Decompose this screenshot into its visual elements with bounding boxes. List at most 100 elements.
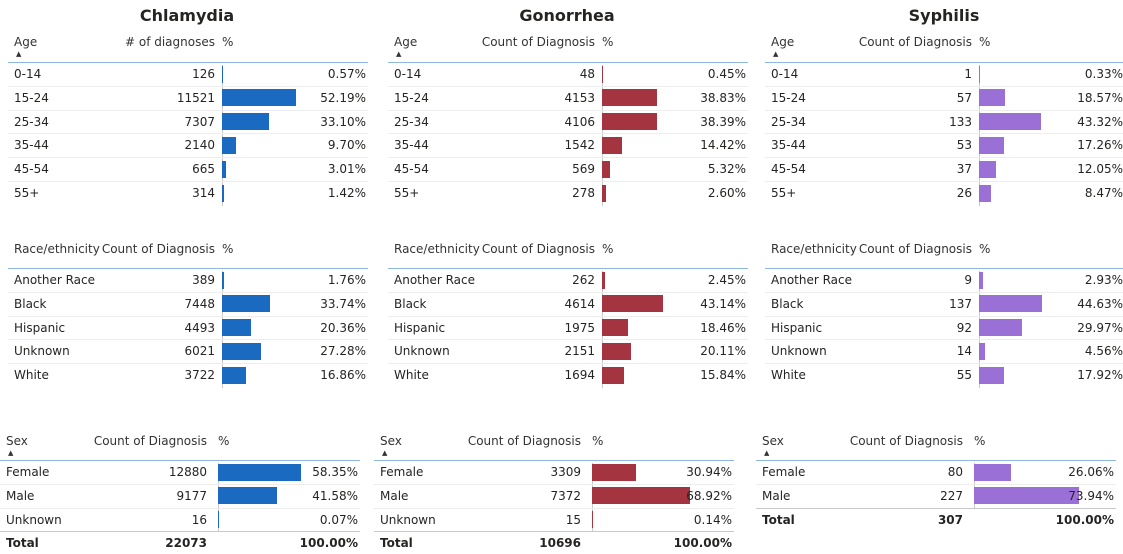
row-separator xyxy=(765,157,1123,159)
pct-cell: 0.07% xyxy=(319,512,358,527)
count-cell: 1 xyxy=(964,67,972,81)
data-bar xyxy=(602,271,606,289)
pct-cell: 73.94% xyxy=(1068,488,1114,503)
row-separator xyxy=(388,315,748,317)
data-bar xyxy=(218,487,278,505)
row-label: 45-54 xyxy=(771,162,806,177)
count-cell: 1975 xyxy=(564,320,595,335)
count-cell: 569 xyxy=(572,162,595,177)
count-cell: 80 xyxy=(947,465,963,479)
row-label: 0-14 xyxy=(14,67,42,81)
row-label: Male xyxy=(762,488,791,503)
pct-cell: 3.01% xyxy=(327,162,366,177)
pct-cell: 58.35% xyxy=(312,465,358,479)
disease-title: Gonorrhea xyxy=(519,6,615,25)
row-label: Unknown xyxy=(380,512,436,527)
total-count: 22073 xyxy=(165,536,207,551)
pct-cell: 38.83% xyxy=(700,90,746,105)
pct-cell: 43.14% xyxy=(700,296,746,311)
row-separator xyxy=(388,181,748,182)
count-cell: 1694 xyxy=(564,368,595,383)
row-separator xyxy=(388,157,748,159)
total-pct: 100.00% xyxy=(299,536,358,551)
row-label: 45-54 xyxy=(14,162,49,177)
column-header: Count of Diagnosis xyxy=(858,35,972,49)
pct-cell: 18.46% xyxy=(700,320,746,335)
pct-cell: 27.28% xyxy=(320,344,366,359)
data-bar xyxy=(592,487,690,505)
pct-cell: 0.33% xyxy=(1084,67,1123,81)
row-label: Black xyxy=(771,296,804,311)
column-header: % xyxy=(602,35,614,49)
column-header: Sex xyxy=(762,434,784,448)
data-bar xyxy=(979,89,1006,107)
count-cell: 57 xyxy=(956,90,972,105)
row-label: Male xyxy=(380,488,409,503)
row-separator xyxy=(765,315,1123,317)
row-label: Hispanic xyxy=(771,320,823,335)
header-underline xyxy=(8,62,368,63)
data-bar xyxy=(979,271,984,289)
pct-cell: 26.06% xyxy=(1068,465,1114,479)
header-underline xyxy=(8,268,368,269)
column-header: Count of Diagnosis xyxy=(849,434,963,448)
column-header: Count of Diagnosis xyxy=(467,434,581,448)
pct-cell: 17.92% xyxy=(1077,368,1123,383)
total-label: Total xyxy=(380,536,413,551)
pct-cell: 17.26% xyxy=(1077,138,1123,153)
pct-cell: 16.86% xyxy=(320,368,366,383)
header-underline xyxy=(374,460,734,461)
pct-cell: 12.05% xyxy=(1077,162,1123,177)
row-label: 15-24 xyxy=(14,90,49,105)
sort-arrow: ▲ xyxy=(382,449,388,457)
count-cell: 2140 xyxy=(184,138,215,153)
total-border xyxy=(374,531,734,533)
column-header: Race/ethnicity xyxy=(771,242,857,256)
total-border xyxy=(756,507,1116,509)
pct-cell: 52.19% xyxy=(320,90,366,105)
row-label: 0-14 xyxy=(771,67,799,81)
row-label: Another Race xyxy=(771,273,853,287)
row-label: Black xyxy=(394,296,427,311)
column-header: Count of Diagnosis xyxy=(93,434,207,448)
data-bar xyxy=(602,160,610,178)
count-cell: 48 xyxy=(579,67,595,81)
count-cell: 126 xyxy=(192,67,215,81)
count-cell: 133 xyxy=(949,114,972,129)
data-bar xyxy=(222,319,251,337)
count-cell: 389 xyxy=(192,273,215,287)
row-separator xyxy=(756,483,1116,485)
count-cell: 55 xyxy=(956,368,972,383)
data-bar xyxy=(602,136,623,154)
row-separator xyxy=(388,363,748,365)
pct-cell: 8.47% xyxy=(1084,186,1123,200)
row-label: 35-44 xyxy=(771,138,806,153)
row-label: Female xyxy=(6,465,50,479)
column-header: % xyxy=(602,242,614,256)
count-cell: 15 xyxy=(565,512,581,527)
pct-cell: 20.11% xyxy=(700,344,746,359)
pct-cell: 5.32% xyxy=(707,162,746,177)
data-bar xyxy=(974,487,1079,505)
count-cell: 7448 xyxy=(184,296,215,311)
row-label: Male xyxy=(6,488,35,503)
row-label: 55+ xyxy=(771,186,797,200)
data-bar xyxy=(222,184,225,202)
pct-cell: 0.14% xyxy=(693,512,732,527)
pct-cell: 9.70% xyxy=(327,138,366,153)
sort-arrow: ▲ xyxy=(396,50,402,58)
data-bar xyxy=(222,65,223,83)
header-underline xyxy=(765,268,1123,269)
row-separator xyxy=(765,133,1123,135)
data-bar xyxy=(979,295,1043,313)
column-header: Age xyxy=(394,35,418,49)
disease-title: Chlamydia xyxy=(139,6,235,25)
row-label: 55+ xyxy=(394,186,420,200)
row-separator xyxy=(765,291,1123,293)
pct-cell: 33.74% xyxy=(320,296,366,311)
row-separator xyxy=(8,157,368,159)
pct-cell: 38.39% xyxy=(700,114,746,129)
total-count: 307 xyxy=(937,512,963,527)
disease-title: Syphilis xyxy=(908,6,980,25)
pct-cell: 14.42% xyxy=(700,138,746,153)
